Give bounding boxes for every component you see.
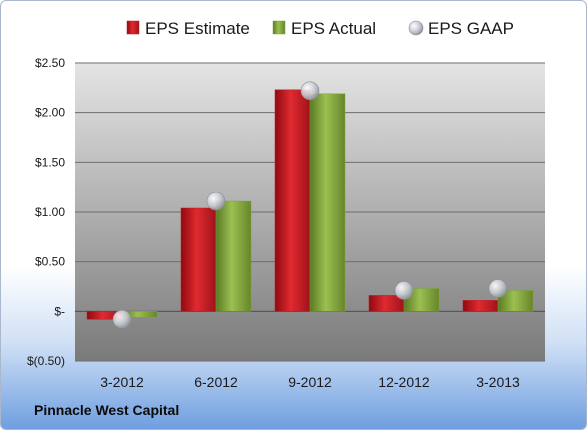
x-tick-label: 3-2013 bbox=[476, 374, 520, 390]
eps-gaap-marker bbox=[394, 281, 414, 300]
eps-actual-legend-swatch bbox=[272, 20, 286, 35]
eps-actual-bar bbox=[309, 93, 346, 312]
eps-estimate-bar bbox=[180, 207, 217, 312]
eps-gaap-marker bbox=[488, 279, 508, 298]
eps-actual-bar bbox=[215, 200, 252, 312]
eps-gaap-marker bbox=[206, 191, 226, 211]
company-label: Pinnacle West Capital bbox=[34, 402, 180, 418]
y-tick-label: $(0.50) bbox=[27, 354, 65, 368]
x-tick-label: 6-2012 bbox=[194, 374, 238, 390]
x-tick-label: 3-2012 bbox=[100, 374, 144, 390]
y-tick-label: $1.50 bbox=[35, 155, 65, 169]
legend: EPS Estimate EPS Actual EPS GAAP bbox=[126, 19, 514, 38]
eps-gaap-legend-label: EPS GAAP bbox=[428, 19, 514, 38]
eps-estimate-bar bbox=[274, 89, 311, 312]
y-tick-label: $0.50 bbox=[35, 255, 65, 269]
y-tick-label: $2.50 bbox=[35, 56, 65, 70]
eps-gaap-marker bbox=[300, 81, 320, 101]
eps-gaap-legend-swatch bbox=[408, 20, 424, 36]
gaap-markers bbox=[112, 81, 508, 329]
eps-actual-bar bbox=[403, 288, 440, 312]
x-tick-label: 12-2012 bbox=[378, 374, 430, 390]
y-tick-label: $1.00 bbox=[35, 205, 65, 219]
eps-estimate-legend-label: EPS Estimate bbox=[145, 19, 250, 38]
x-tick-label: 9-2012 bbox=[288, 374, 332, 390]
bars bbox=[86, 89, 534, 320]
y-tick-label: $- bbox=[54, 304, 65, 318]
eps-gaap-marker bbox=[112, 309, 132, 329]
y-axis: $2.50 $2.00 $1.50 $1.00 $0.50 $- $(0.50) bbox=[27, 56, 65, 368]
y-tick-label: $2.00 bbox=[35, 106, 65, 120]
eps-estimate-bar bbox=[462, 300, 499, 312]
x-axis: 3-2012 6-2012 9-2012 12-2012 3-2013 bbox=[100, 374, 520, 390]
eps-estimate-legend-swatch bbox=[126, 20, 140, 35]
eps-actual-bar bbox=[497, 290, 534, 312]
eps-actual-legend-label: EPS Actual bbox=[291, 19, 376, 38]
